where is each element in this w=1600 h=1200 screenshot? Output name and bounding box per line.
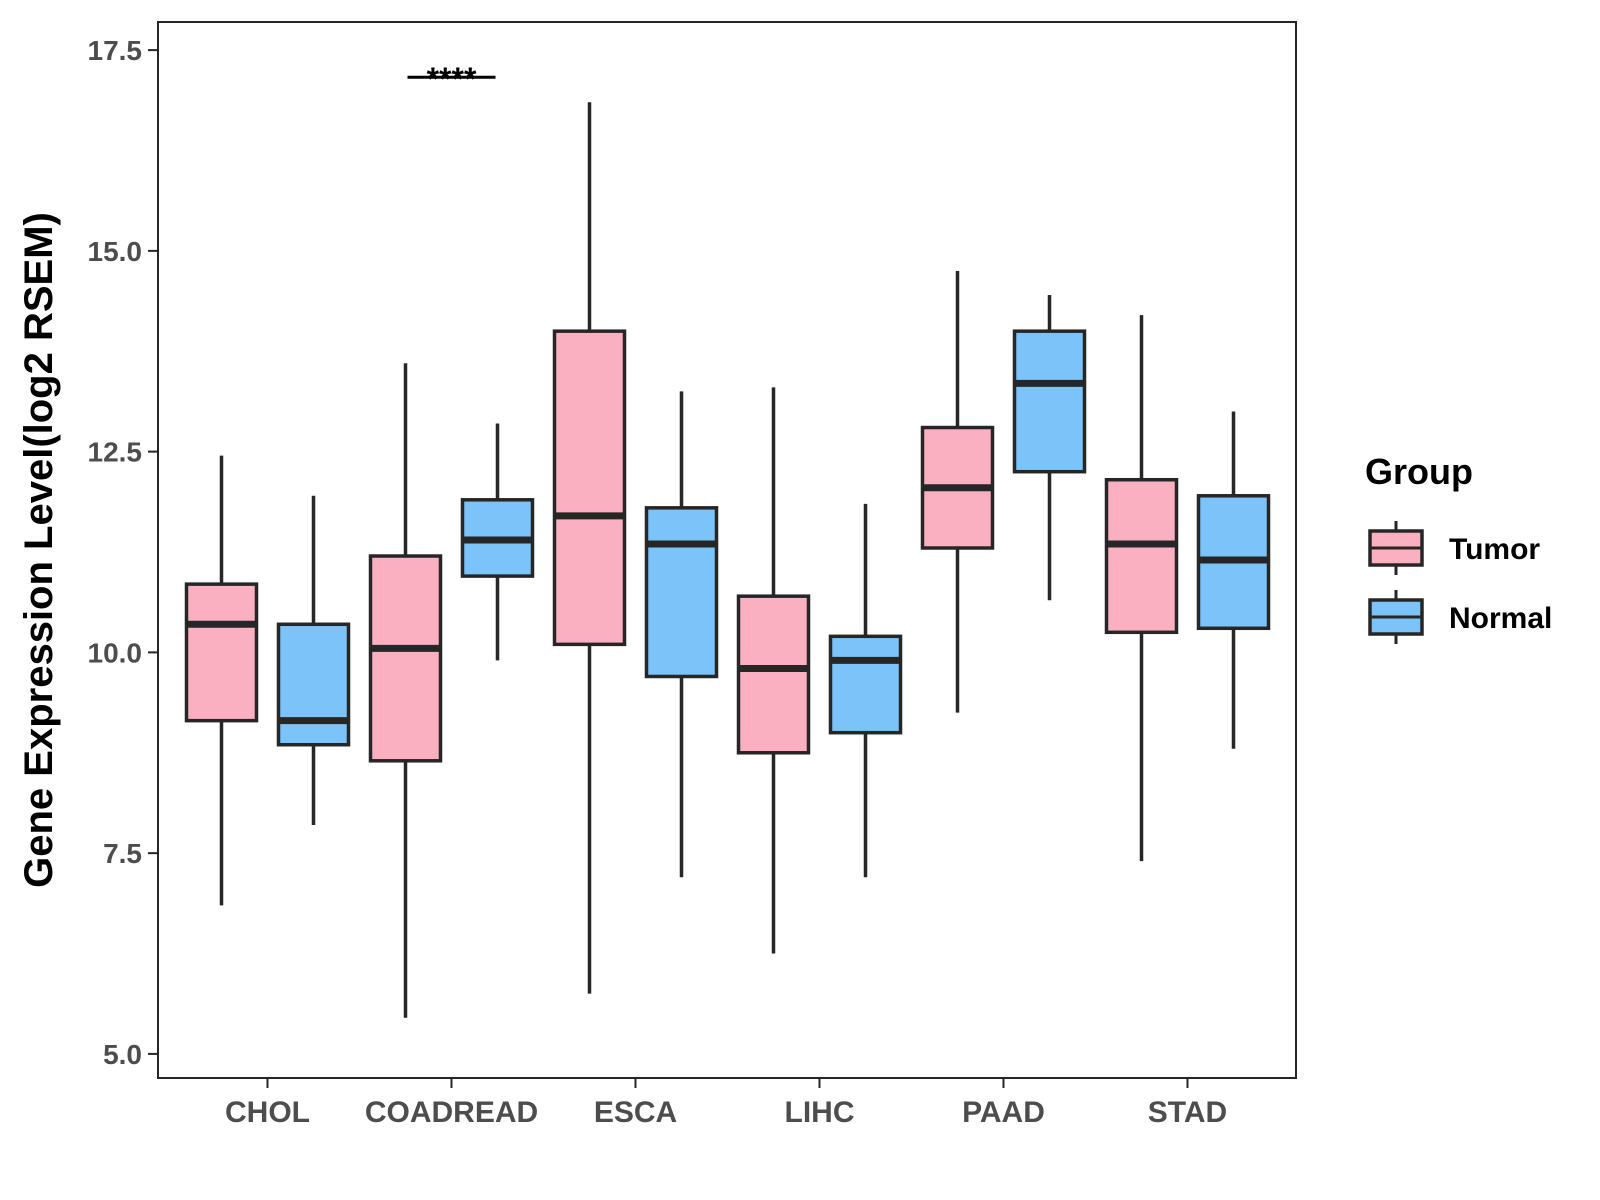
x-category-label: ESCA	[594, 1096, 677, 1129]
box-iqr	[1012, 329, 1087, 474]
box-tumor-lihc	[736, 387, 811, 954]
axes: 5.0 7.5 10.0 12.5 15.0 17.5 CHOL COADREAD ESCA LI…	[88, 21, 1297, 1129]
box-iqr	[828, 634, 903, 735]
box-normal-lihc	[828, 503, 903, 878]
box-tumor-paad	[920, 270, 995, 713]
y-tick-label: 15.0	[88, 236, 143, 267]
box-normal-paad	[1012, 295, 1087, 601]
box-normal-esca	[644, 391, 719, 878]
legend-label: Normal	[1449, 602, 1552, 635]
box-iqr	[276, 622, 351, 747]
legend-label: Tumor	[1449, 533, 1540, 566]
box-normal-chol	[276, 495, 351, 826]
legend-key-normal	[1368, 590, 1424, 644]
plot-area: ****	[184, 61, 1271, 1018]
y-tick-label: 17.5	[88, 35, 143, 66]
y-tick-label: 5.0	[103, 1039, 142, 1070]
box-iqr	[1104, 477, 1179, 635]
y-axis-label: Gene Expression Level(log2 RSEM)	[17, 212, 61, 888]
x-category-label: LIHC	[785, 1096, 855, 1129]
y-tick-label: 10.0	[88, 637, 143, 668]
y-tick-label: 12.5	[88, 437, 143, 468]
legend: Group Tumor Normal	[1365, 451, 1552, 644]
box-iqr	[552, 329, 627, 647]
legend-title: Group	[1365, 451, 1473, 492]
box-tumor-coadread	[368, 363, 443, 1018]
x-category-label: STAD	[1148, 1096, 1227, 1129]
box-tumor-esca	[552, 102, 627, 994]
box-tumor-stad	[1104, 315, 1179, 862]
box-iqr	[736, 594, 811, 755]
box-tumor-chol	[184, 455, 259, 906]
box-iqr	[644, 506, 719, 679]
plot-panel-border	[157, 21, 1297, 1079]
box-normal-coadread	[460, 423, 535, 661]
legend-key-tumor	[1368, 521, 1424, 575]
box-normal-stad	[1196, 411, 1271, 749]
box-iqr	[368, 554, 443, 763]
x-category-label: COADREAD	[365, 1096, 538, 1129]
y-tick-label: 7.5	[103, 838, 142, 869]
box-iqr	[184, 582, 259, 723]
x-category-label: CHOL	[225, 1096, 310, 1129]
significance-label: ****	[427, 61, 477, 97]
x-category-label: PAAD	[962, 1096, 1045, 1129]
